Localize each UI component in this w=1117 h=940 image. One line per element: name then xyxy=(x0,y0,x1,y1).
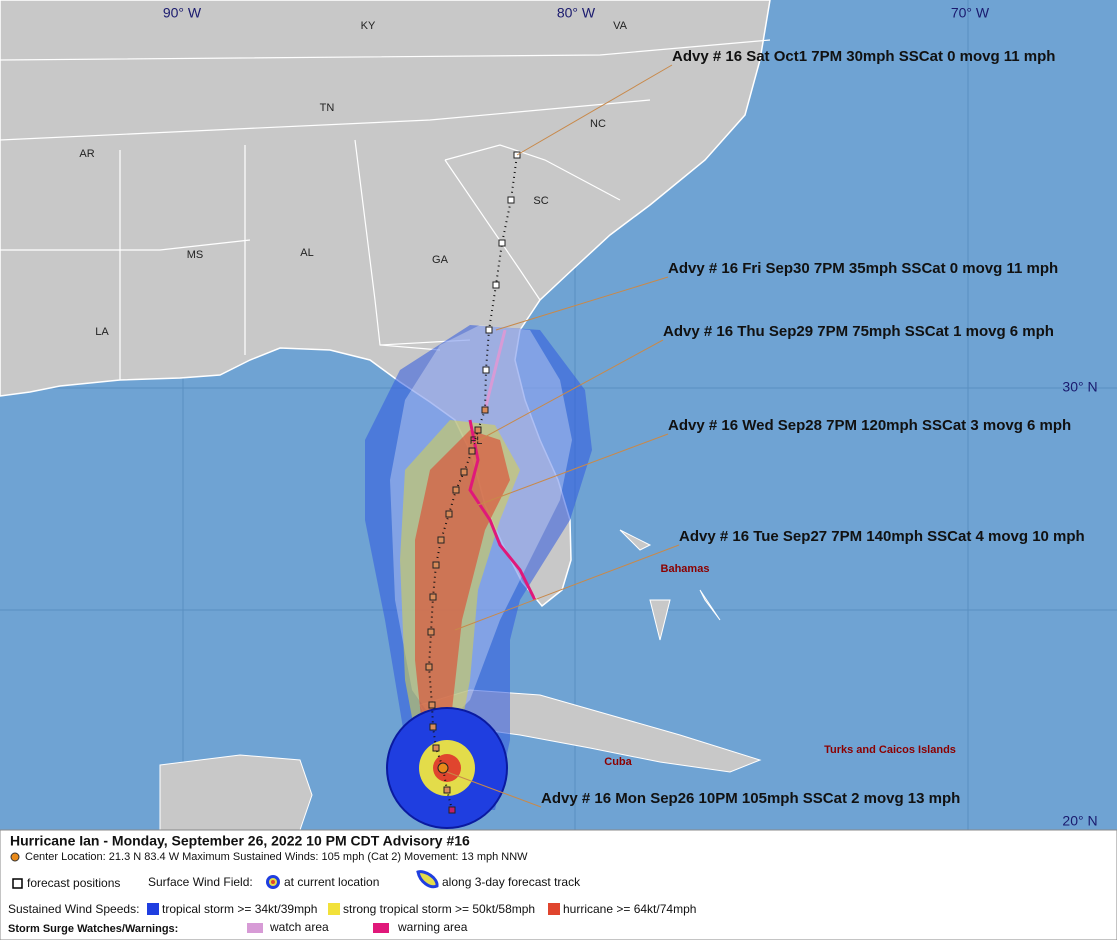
longitude-label: 90° W xyxy=(163,5,202,21)
forecast-position xyxy=(482,366,490,374)
forecast-position xyxy=(437,536,445,544)
forecast-position xyxy=(468,447,476,455)
state-label: VA xyxy=(613,20,628,32)
surge-warning xyxy=(468,419,537,601)
map-labels: 90° W 80° W 70° W 30° N 20° N KY VA TN NC AR SC MS A… xyxy=(79,5,1097,829)
state-label: NC xyxy=(590,118,606,130)
latitude-label: 30° N xyxy=(1062,379,1097,395)
leader-line xyxy=(477,433,669,506)
bahamas-islands xyxy=(619,529,721,641)
forecast-position xyxy=(428,701,436,709)
legend-text: at current location xyxy=(284,875,379,889)
legend-text: along 3-day forecast track xyxy=(442,875,581,889)
forecast-icon xyxy=(12,878,23,889)
state-label: AL xyxy=(300,247,313,259)
legend-text: Storm Surge Watches/Warnings: xyxy=(8,923,178,935)
forecast-position xyxy=(432,744,440,752)
place-label: Turks and Caicos Islands xyxy=(824,744,956,756)
advisory-label: Advy # 16 Mon Sep26 10PM 105mph SSCat 2 … xyxy=(541,790,960,807)
forecast-position xyxy=(507,196,515,204)
leader-line xyxy=(495,276,669,331)
forecast-position xyxy=(429,593,437,601)
state-label: FL xyxy=(470,435,483,447)
legend-text: forecast positions xyxy=(27,876,120,890)
forecast-position xyxy=(432,561,440,569)
forecast-position xyxy=(448,806,456,814)
state-label: AR xyxy=(79,148,94,160)
forecast-position xyxy=(427,628,435,636)
advisory-label: Advy # 16 Fri Sep30 7PM 35mph SSCat 0 mo… xyxy=(668,260,1058,277)
forecast-position xyxy=(485,326,493,334)
legend-text: hurricane >= 64kt/74mph xyxy=(563,902,696,916)
legend-title: Hurricane Ian - Monday, September 26, 20… xyxy=(10,833,470,849)
legend-box xyxy=(0,829,1117,940)
state-label: GA xyxy=(432,254,449,266)
legend-text: Surface Wind Field: xyxy=(148,875,253,889)
surge-watch xyxy=(483,329,507,411)
state-label: KY xyxy=(361,20,376,32)
legend-text: warning area xyxy=(397,920,468,934)
place-label: Cuba xyxy=(604,756,632,768)
state-label: LA xyxy=(95,326,109,338)
yucatan xyxy=(159,754,313,831)
legend-text: Sustained Wind Speeds: xyxy=(8,902,139,916)
forecast-track xyxy=(425,151,521,814)
forecast-position xyxy=(445,510,453,518)
state-label: SC xyxy=(533,195,548,207)
state-label: MS xyxy=(187,249,204,261)
forecast-position xyxy=(429,723,437,731)
longitude-label: 70° W xyxy=(951,5,990,21)
forecast-position xyxy=(425,663,433,671)
forecast-position xyxy=(474,426,482,434)
leader-line xyxy=(469,339,664,446)
legend-text: tropical storm >= 34kt/39mph xyxy=(162,902,317,916)
forecast-position xyxy=(492,281,500,289)
advisory-label: Advy # 16 Tue Sep27 7PM 140mph SSCat 4 m… xyxy=(679,528,1085,545)
current-position xyxy=(437,762,449,774)
forecast-position xyxy=(498,239,506,247)
forecast-position xyxy=(443,786,451,794)
advisory-label: Advy # 16 Sat Oct1 7PM 30mph SSCat 0 mov… xyxy=(672,48,1055,65)
center-info: Center Location: 21.3 N 83.4 W Maximum S… xyxy=(25,851,528,863)
state-label: TN xyxy=(320,102,335,114)
longitude-label: 80° W xyxy=(557,5,596,21)
leader-line xyxy=(454,544,680,631)
advisory-label: Advy # 16 Wed Sep28 7PM 120mph SSCat 3 m… xyxy=(668,417,1071,434)
latitude-label: 20° N xyxy=(1062,813,1097,829)
leader-line xyxy=(446,771,542,808)
legend-text: watch area xyxy=(269,920,329,934)
state-borders xyxy=(0,39,771,380)
forecast-position xyxy=(452,486,460,494)
legend-text: strong tropical storm >= 50kt/58mph xyxy=(343,902,535,916)
place-label: Bahamas xyxy=(661,563,710,575)
advisory-label: Advy # 16 Thu Sep29 7PM 75mph SSCat 1 mo… xyxy=(663,323,1054,340)
leader-line xyxy=(516,64,673,156)
forecast-position xyxy=(481,406,489,414)
center-icon xyxy=(10,852,20,862)
forecast-position xyxy=(460,468,468,476)
